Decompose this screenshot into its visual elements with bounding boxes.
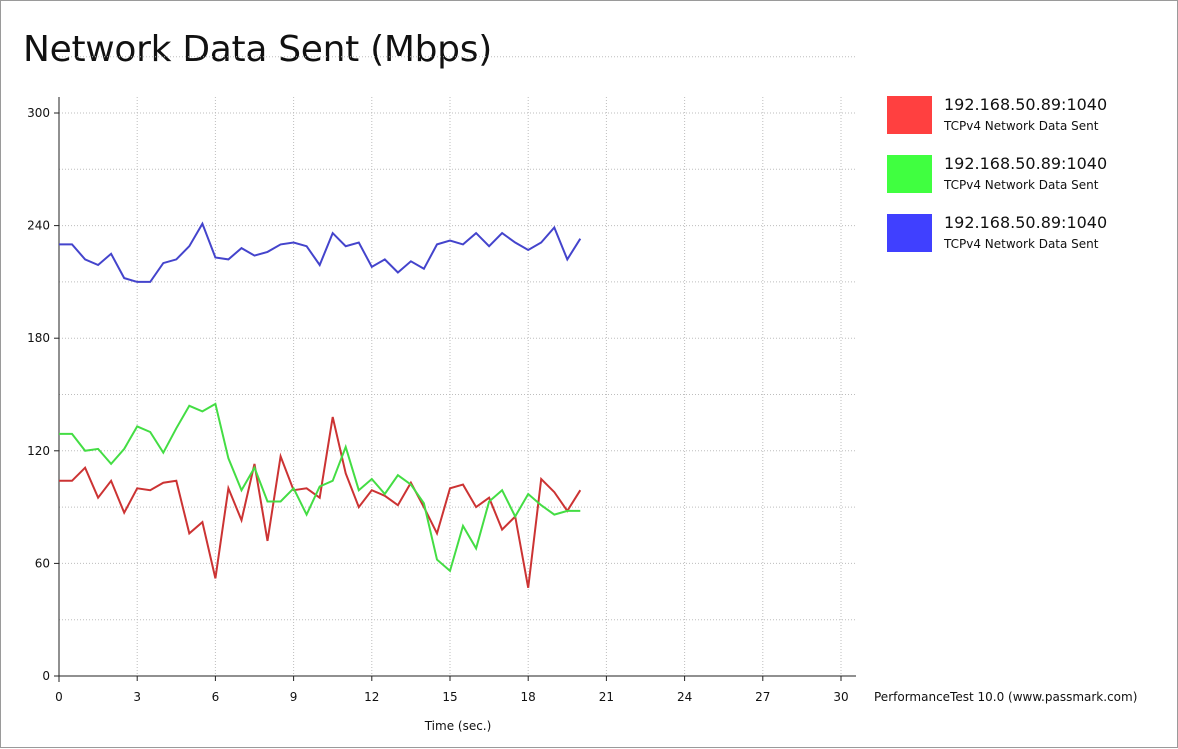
legend: 192.168.50.89:1040 TCPv4 Network Data Se… xyxy=(887,94,1167,271)
footer-credit: PerformanceTest 10.0 (www.passmark.com) xyxy=(874,690,1138,704)
x-tick-label: 15 xyxy=(442,690,457,704)
y-tick-label: 180 xyxy=(27,331,50,345)
x-axis-title: Time (sec.) xyxy=(424,719,492,733)
series-line-blue xyxy=(59,221,582,283)
x-tick-label: 6 xyxy=(212,690,220,704)
legend-series-description: TCPv4 Network Data Sent xyxy=(944,178,1099,192)
legend-series-name: 192.168.50.89:1040 xyxy=(944,213,1108,232)
legend-series-description: TCPv4 Network Data Sent xyxy=(944,119,1099,133)
x-tick-label: 30 xyxy=(833,690,848,704)
x-tick-label: 24 xyxy=(677,690,692,704)
x-tick-label: 18 xyxy=(521,690,536,704)
x-tick-label: 9 xyxy=(290,690,298,704)
y-tick-label: 120 xyxy=(27,444,50,458)
y-tick-label: 0 xyxy=(42,669,50,683)
x-tick-label: 12 xyxy=(364,690,379,704)
legend-item-green-series: 192.168.50.89:1040 TCPv4 Network Data Se… xyxy=(887,153,1167,212)
legend-series-name: 192.168.50.89:1040 xyxy=(944,154,1108,173)
x-tick-label: 21 xyxy=(599,690,614,704)
legend-item-red-series: 192.168.50.89:1040 TCPv4 Network Data Se… xyxy=(887,94,1167,153)
legend-item-blue-series: 192.168.50.89:1040 TCPv4 Network Data Se… xyxy=(887,212,1167,271)
legend-swatch-red xyxy=(887,96,932,134)
legend-swatch-blue xyxy=(887,214,932,252)
y-tick-label: 300 xyxy=(27,106,50,120)
x-tick-label: 3 xyxy=(133,690,141,704)
y-tick-label: 60 xyxy=(35,556,50,570)
series-line-red xyxy=(59,416,582,588)
x-tick-label: 27 xyxy=(755,690,770,704)
chart-title: Network Data Sent (Mbps) xyxy=(23,29,492,70)
series-line-green xyxy=(59,402,581,573)
legend-series-name: 192.168.50.89:1040 xyxy=(944,95,1108,114)
legend-swatch-green xyxy=(887,155,932,193)
legend-series-description: TCPv4 Network Data Sent xyxy=(944,237,1099,251)
x-tick-label: 0 xyxy=(55,690,63,704)
y-tick-label: 240 xyxy=(27,219,50,233)
